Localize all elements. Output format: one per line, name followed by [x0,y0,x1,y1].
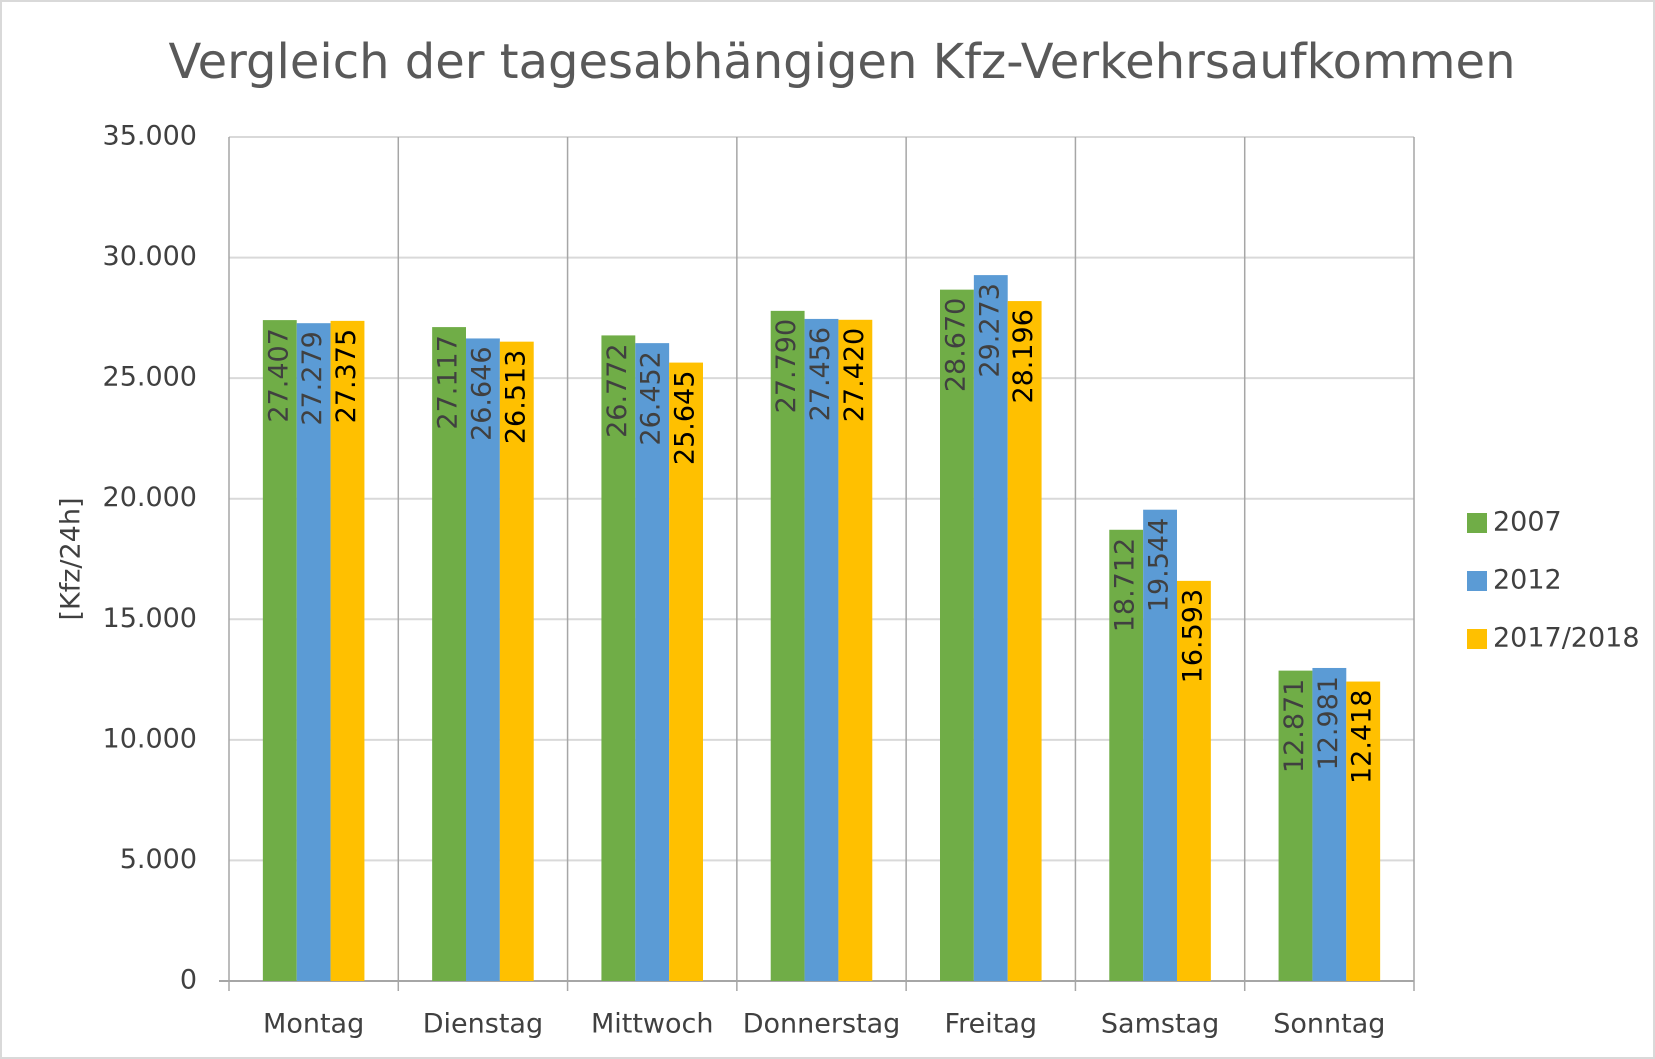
bar [1278,670,1313,981]
bar [770,310,805,981]
bar [1312,667,1347,981]
bar [1109,529,1144,981]
y-tick-label: 15.000 [103,603,197,634]
data-label: 29.273 [974,283,1005,377]
x-tick-label: Freitag [945,1009,1037,1040]
bar [804,318,839,981]
y-tick-label: 10.000 [103,723,197,754]
data-label: 26.452 [636,351,667,445]
bar [669,362,703,982]
data-label: 12.418 [1347,690,1378,784]
bar [1177,580,1211,981]
bar [432,327,466,982]
legend-label: 2017/2018 [1493,623,1640,654]
data-label: 27.407 [263,328,294,422]
data-label: 19.544 [1144,518,1175,612]
data-label: 27.456 [805,327,836,421]
legend-swatch [1467,513,1487,533]
legend-swatch [1467,571,1487,591]
x-tick-label: Samstag [1101,1009,1219,1040]
bar [601,335,636,981]
data-label: 27.279 [297,331,328,425]
data-label: 27.420 [839,328,870,422]
legend-swatch [1467,629,1487,649]
x-tick-label: Sonntag [1273,1009,1385,1040]
bar [1007,301,1042,981]
legend-label: 2012 [1493,565,1562,596]
data-label: 25.645 [670,371,701,465]
data-label: 28.196 [1008,309,1039,403]
bar [940,289,974,981]
bar [499,341,534,981]
data-label: 12.981 [1313,676,1344,770]
y-tick-label: 35.000 [103,121,197,152]
x-tick-label: Donnerstag [743,1009,901,1040]
x-tick-label: Dienstag [423,1009,543,1040]
legend-label: 2007 [1493,507,1562,538]
bar [1143,509,1177,981]
data-label: 26.772 [602,343,633,437]
chart-title: Vergleich der tagesabhängigen Kfz-Verkeh… [168,34,1515,90]
bar [262,320,297,982]
data-label: 27.117 [433,335,464,429]
bar [296,323,331,981]
data-label: 27.790 [771,319,802,413]
data-label: 26.646 [466,346,497,440]
data-label: 26.513 [500,350,531,444]
bar [330,320,365,981]
x-tick-label: Mittwoch [591,1009,714,1040]
y-tick-label: 5.000 [120,844,197,875]
bar [1346,681,1381,981]
bar [466,338,500,981]
y-tick-label: 0 [180,965,197,996]
data-label: 12.871 [1279,679,1310,773]
data-label: 28.670 [940,298,971,392]
bar [838,319,873,982]
y-tick-label: 30.000 [103,241,197,272]
data-label: 16.593 [1177,589,1208,683]
x-tick-label: Montag [263,1009,364,1040]
data-label: 27.375 [331,329,362,423]
bar [973,275,1008,981]
y-tick-label: 25.000 [103,362,197,393]
y-tick-label: 20.000 [103,482,197,513]
bar [635,343,670,981]
y-axis-label: [Kfz/24h] [56,497,87,620]
data-label: 18.712 [1110,538,1141,632]
